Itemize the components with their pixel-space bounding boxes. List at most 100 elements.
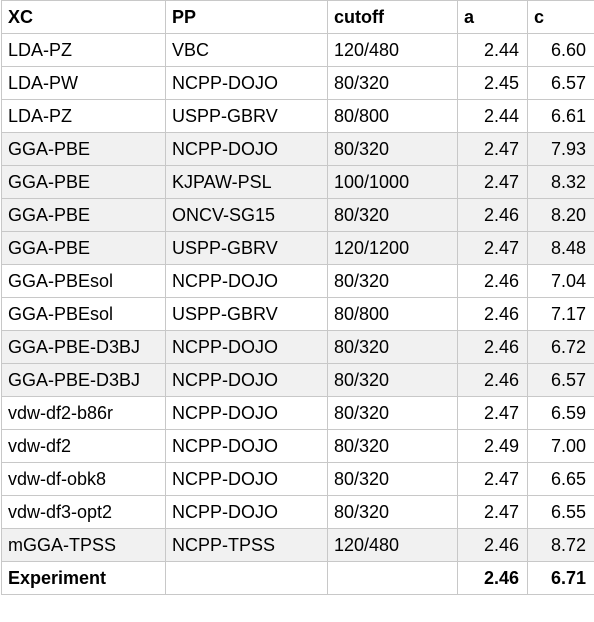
cell-a[interactable]: 2.47 — [457, 396, 528, 430]
cell-a[interactable]: 2.46 — [457, 528, 528, 562]
cell-pp[interactable]: USPP-GBRV — [165, 99, 328, 133]
cell-xc[interactable]: GGA-PBE — [1, 165, 166, 199]
cell-xc[interactable]: vdw-df3-opt2 — [1, 495, 166, 529]
cell-c[interactable]: 7.00 — [527, 429, 594, 463]
cell-c[interactable]: 7.93 — [527, 132, 594, 166]
table-row: vdw-df3-opt2 NCPP-DOJO 80/320 2.47 6.55 — [1, 495, 594, 529]
cell-cutoff[interactable]: 80/320 — [327, 495, 458, 529]
cell-pp[interactable]: NCPP-DOJO — [165, 429, 328, 463]
cell-a[interactable]: 2.46 — [457, 198, 528, 232]
cell-c[interactable]: 8.32 — [527, 165, 594, 199]
cell-xc[interactable]: LDA-PW — [1, 66, 166, 100]
cell-c[interactable]: 6.59 — [527, 396, 594, 430]
cell-pp[interactable]: NCPP-TPSS — [165, 528, 328, 562]
cell-a[interactable]: 2.44 — [457, 33, 528, 67]
table-row: vdw-df2-b86r NCPP-DOJO 80/320 2.47 6.59 — [1, 396, 594, 430]
header-xc[interactable]: XC — [1, 0, 166, 34]
cell-cutoff[interactable]: 80/320 — [327, 330, 458, 364]
cell-xc[interactable]: LDA-PZ — [1, 33, 166, 67]
cell-cutoff[interactable]: 80/320 — [327, 462, 458, 496]
table-row: LDA-PZ VBC 120/480 2.44 6.60 — [1, 33, 594, 67]
cell-c[interactable]: 6.65 — [527, 462, 594, 496]
table-row: GGA-PBEsol NCPP-DOJO 80/320 2.46 7.04 — [1, 264, 594, 298]
cell-cutoff[interactable]: 80/320 — [327, 396, 458, 430]
cell-pp[interactable] — [165, 561, 328, 595]
cell-pp[interactable]: KJPAW-PSL — [165, 165, 328, 199]
cell-cutoff[interactable]: 120/480 — [327, 528, 458, 562]
cell-xc[interactable]: Experiment — [1, 561, 166, 595]
cell-cutoff[interactable]: 80/320 — [327, 264, 458, 298]
cell-cutoff[interactable]: 80/320 — [327, 363, 458, 397]
cell-cutoff[interactable]: 80/320 — [327, 429, 458, 463]
header-cutoff[interactable]: cutoff — [327, 0, 458, 34]
cell-xc[interactable]: vdw-df2 — [1, 429, 166, 463]
cell-a[interactable]: 2.47 — [457, 132, 528, 166]
cell-a[interactable]: 2.47 — [457, 231, 528, 265]
cell-xc[interactable]: GGA-PBE — [1, 132, 166, 166]
cell-pp[interactable]: NCPP-DOJO — [165, 330, 328, 364]
cell-cutoff[interactable] — [327, 561, 458, 595]
cell-pp[interactable]: NCPP-DOJO — [165, 66, 328, 100]
cell-pp[interactable]: NCPP-DOJO — [165, 495, 328, 529]
table-row: GGA-PBE NCPP-DOJO 80/320 2.47 7.93 — [1, 132, 594, 166]
cell-pp[interactable]: ONCV-SG15 — [165, 198, 328, 232]
cell-pp[interactable]: NCPP-DOJO — [165, 132, 328, 166]
cell-xc[interactable]: vdw-df-obk8 — [1, 462, 166, 496]
cell-c[interactable]: 6.71 — [527, 561, 594, 595]
cell-c[interactable]: 6.60 — [527, 33, 594, 67]
cell-c[interactable]: 6.57 — [527, 363, 594, 397]
cell-xc[interactable]: GGA-PBE — [1, 231, 166, 265]
cell-xc[interactable]: GGA-PBE — [1, 198, 166, 232]
cell-cutoff[interactable]: 100/1000 — [327, 165, 458, 199]
cell-a[interactable]: 2.46 — [457, 264, 528, 298]
cell-pp[interactable]: NCPP-DOJO — [165, 396, 328, 430]
cell-a[interactable]: 2.46 — [457, 330, 528, 364]
cell-xc[interactable]: GGA-PBEsol — [1, 264, 166, 298]
cell-c[interactable]: 6.61 — [527, 99, 594, 133]
cell-cutoff[interactable]: 80/800 — [327, 297, 458, 331]
cell-c[interactable]: 7.17 — [527, 297, 594, 331]
cell-xc[interactable]: mGGA-TPSS — [1, 528, 166, 562]
table-row: vdw-df2 NCPP-DOJO 80/320 2.49 7.00 — [1, 429, 594, 463]
cell-a[interactable]: 2.47 — [457, 462, 528, 496]
cell-pp[interactable]: NCPP-DOJO — [165, 462, 328, 496]
cell-c[interactable]: 6.72 — [527, 330, 594, 364]
cell-a[interactable]: 2.44 — [457, 99, 528, 133]
cell-pp[interactable]: USPP-GBRV — [165, 297, 328, 331]
cell-c[interactable]: 8.20 — [527, 198, 594, 232]
cell-a[interactable]: 2.46 — [457, 561, 528, 595]
cell-a[interactable]: 2.49 — [457, 429, 528, 463]
cell-cutoff[interactable]: 120/480 — [327, 33, 458, 67]
table-row: GGA-PBE USPP-GBRV 120/1200 2.47 8.48 — [1, 231, 594, 265]
cell-cutoff[interactable]: 80/320 — [327, 198, 458, 232]
cell-pp[interactable]: USPP-GBRV — [165, 231, 328, 265]
cell-a[interactable]: 2.47 — [457, 165, 528, 199]
cell-xc[interactable]: GGA-PBEsol — [1, 297, 166, 331]
cell-xc[interactable]: LDA-PZ — [1, 99, 166, 133]
cell-a[interactable]: 2.46 — [457, 363, 528, 397]
table-row: GGA-PBE-D3BJ NCPP-DOJO 80/320 2.46 6.72 — [1, 330, 594, 364]
header-pp[interactable]: PP — [165, 0, 328, 34]
cell-xc[interactable]: GGA-PBE-D3BJ — [1, 330, 166, 364]
cell-xc[interactable]: vdw-df2-b86r — [1, 396, 166, 430]
cell-cutoff[interactable]: 120/1200 — [327, 231, 458, 265]
cell-c[interactable]: 7.04 — [527, 264, 594, 298]
cell-xc[interactable]: GGA-PBE-D3BJ — [1, 363, 166, 397]
header-a[interactable]: a — [457, 0, 528, 34]
cell-cutoff[interactable]: 80/320 — [327, 132, 458, 166]
cell-cutoff[interactable]: 80/800 — [327, 99, 458, 133]
table-row: vdw-df-obk8 NCPP-DOJO 80/320 2.47 6.65 — [1, 462, 594, 496]
cell-c[interactable]: 6.55 — [527, 495, 594, 529]
cell-a[interactable]: 2.45 — [457, 66, 528, 100]
cell-pp[interactable]: NCPP-DOJO — [165, 363, 328, 397]
cell-a[interactable]: 2.46 — [457, 297, 528, 331]
cell-c[interactable]: 8.48 — [527, 231, 594, 265]
header-c[interactable]: c — [527, 0, 594, 34]
cell-c[interactable]: 6.57 — [527, 66, 594, 100]
cell-cutoff[interactable]: 80/320 — [327, 66, 458, 100]
cell-pp[interactable]: VBC — [165, 33, 328, 67]
cell-pp[interactable]: NCPP-DOJO — [165, 264, 328, 298]
table-body: LDA-PZ VBC 120/480 2.44 6.60 LDA-PW NCPP… — [1, 33, 594, 595]
cell-a[interactable]: 2.47 — [457, 495, 528, 529]
cell-c[interactable]: 8.72 — [527, 528, 594, 562]
